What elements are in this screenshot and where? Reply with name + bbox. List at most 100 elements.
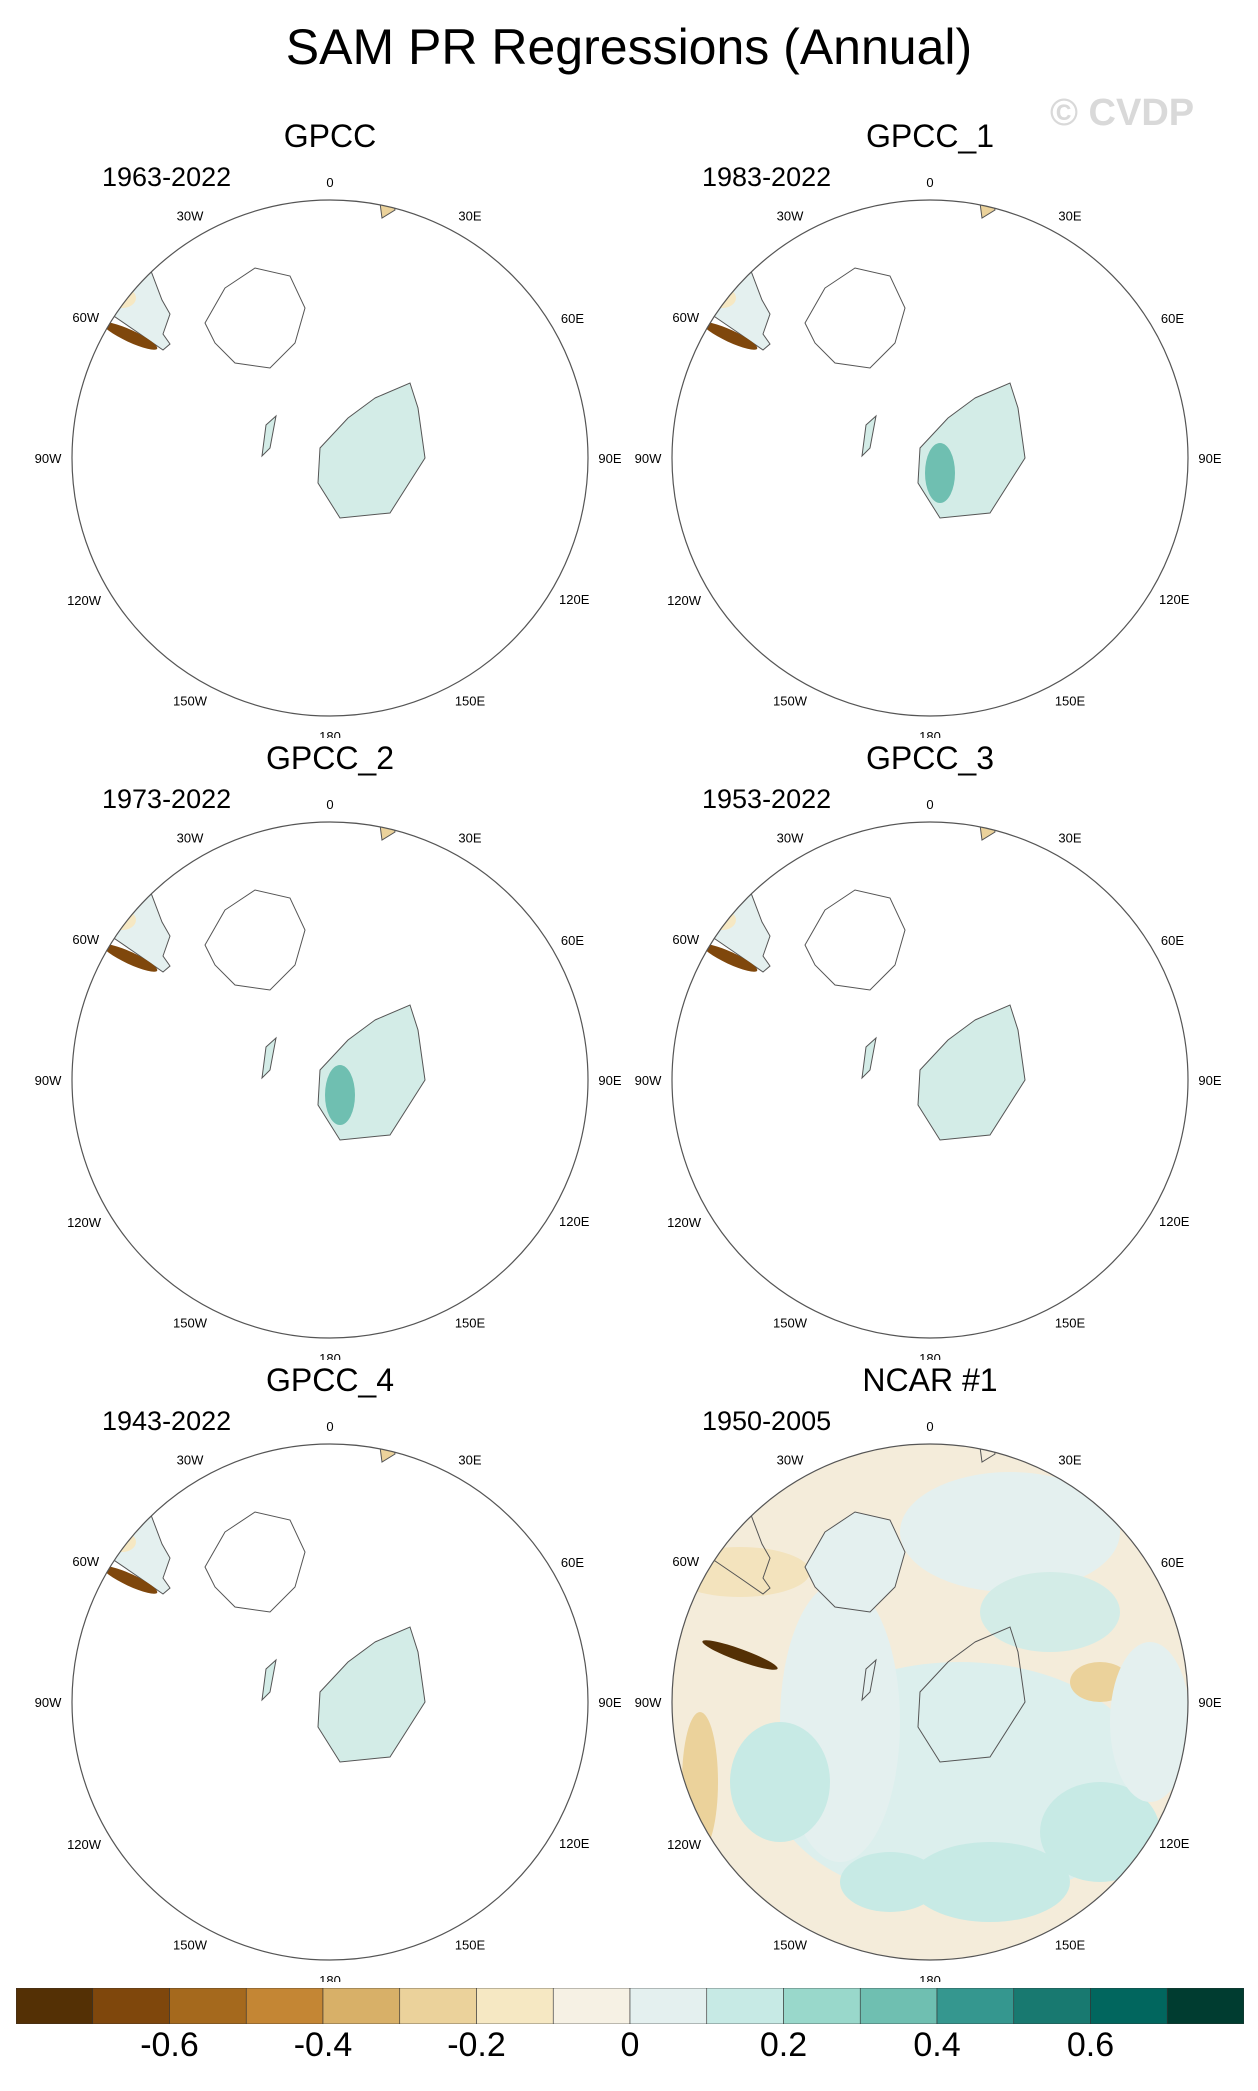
lon-label-n180: 180 <box>919 729 941 738</box>
colorbar-swatch <box>783 1988 861 2024</box>
lon-label-n120e: 120E <box>1159 592 1190 607</box>
lon-label-n150e: 150E <box>455 1937 486 1952</box>
lon-label-n120e: 120E <box>559 1836 590 1851</box>
lon-label-n150e: 150E <box>455 1315 486 1330</box>
lon-label-n180: 180 <box>319 1973 341 1982</box>
colorbar-swatch <box>399 1988 477 2024</box>
polar-map: 0 30E 60E 90E 120E 150E 180 150W 120W 90W 60W 30W <box>635 1419 1222 1982</box>
lon-label-n60e: 60E <box>1161 1555 1184 1570</box>
antarctica <box>204 1511 306 1613</box>
colorbar-swatch <box>629 1988 708 2024</box>
lon-label-n120w: 120W <box>67 1215 102 1230</box>
lon-label-n60e: 60E <box>561 311 584 326</box>
new-zealand <box>261 1658 277 1702</box>
lon-label-n90w: 90W <box>35 1073 62 1088</box>
regression-contour <box>102 1566 158 1594</box>
lon-label-n120e: 120E <box>559 592 590 607</box>
panel-title: GPCC_3 <box>865 740 995 776</box>
colorbar-tick-label: 0.6 <box>1066 2026 1115 2064</box>
colorbar-swatch <box>1090 1988 1168 2024</box>
lon-label-n30w: 30W <box>177 209 204 224</box>
polar-map: 0 30E 60E 90E 120E 150E 180 150W 120W 90W 60W 30W <box>635 175 1222 738</box>
lon-label-n0: 0 <box>326 175 333 190</box>
lon-label-n60w: 60W <box>672 310 699 325</box>
colorbar-swatch <box>1166 1988 1244 2024</box>
lon-label-n60e: 60E <box>561 1555 584 1570</box>
lon-label-n0: 0 <box>926 175 933 190</box>
colorbar-swatch <box>92 1988 170 2024</box>
lon-label-n90e: 90E <box>1198 1073 1221 1088</box>
panel-title: GPCC_4 <box>265 1362 395 1398</box>
lon-label-n150e: 150E <box>1055 1937 1086 1952</box>
lon-label-n150w: 150W <box>173 693 208 708</box>
lon-label-n0: 0 <box>326 797 333 812</box>
colorbar-swatch <box>1013 1988 1091 2024</box>
lon-label-n0: 0 <box>926 1419 933 1434</box>
colorbar-swatch <box>552 1988 631 2024</box>
colorbar-tick-label: 0 <box>620 2026 640 2064</box>
regression-contour <box>102 944 158 972</box>
regression-contour <box>325 1065 355 1125</box>
regression-contour <box>702 322 758 350</box>
lon-label-n120w: 120W <box>67 1837 102 1852</box>
panel-years: 1963-2022 <box>102 162 232 192</box>
lon-label-n90e: 90E <box>1198 1695 1221 1710</box>
lon-label-n0: 0 <box>326 1419 333 1434</box>
regression-contour <box>1040 1782 1160 1882</box>
lon-label-n180: 180 <box>319 729 341 738</box>
new-zealand <box>261 1036 277 1080</box>
map-panel-gpcc: GPCC 1963-2022 0 30E 60E 90E 120E 150E 180 150W… <box>30 118 630 738</box>
regression-contour <box>702 1640 778 1670</box>
colorbar-tick-label: 0.2 <box>759 2026 808 2064</box>
lon-label-n30e: 30E <box>458 1453 481 1468</box>
lon-label-n30e: 30E <box>458 209 481 224</box>
colorbar <box>16 1988 1244 2024</box>
regression-contour <box>910 1842 1070 1922</box>
lon-label-n30e: 30E <box>1058 209 1081 224</box>
polar-map: 0 30E 60E 90E 120E 150E 180 150W 120W 90W 60W 30W <box>35 797 622 1360</box>
lon-label-n90w: 90W <box>35 1695 62 1710</box>
map-panel-gpcc-1: GPCC_1 1983-2022 0 30E 60E 90E 120E 150E 180 15… <box>630 118 1230 738</box>
panel-title: GPCC <box>283 118 377 154</box>
australia <box>317 382 426 519</box>
lon-label-n150w: 150W <box>773 1937 808 1952</box>
map-panel-gpcc-3: GPCC_3 1953-2022 0 30E 60E 90E 120E 150E 180 15… <box>630 740 1230 1360</box>
lon-label-n30e: 30E <box>458 831 481 846</box>
regression-contour <box>980 1572 1120 1652</box>
lon-label-n30e: 30E <box>1058 831 1081 846</box>
australia <box>917 1626 1026 1763</box>
regression-contour <box>102 322 158 350</box>
regression-contour <box>925 443 955 503</box>
lon-label-n30w: 30W <box>777 831 804 846</box>
lon-label-n90w: 90W <box>635 1695 662 1710</box>
antarctica <box>804 1511 906 1613</box>
lon-label-n180: 180 <box>919 1973 941 1982</box>
panel-years: 1953-2022 <box>702 784 832 814</box>
map-panel-gpcc-2: GPCC_2 1973-2022 0 30E 60E 90E 120E 150E 180 15… <box>30 740 630 1360</box>
lon-label-n60w: 60W <box>672 1554 699 1569</box>
lon-label-n180: 180 <box>919 1351 941 1360</box>
lon-label-n60w: 60W <box>72 310 99 325</box>
lon-label-n0: 0 <box>926 797 933 812</box>
panel-title: NCAR #1 <box>862 1362 998 1398</box>
regression-contour <box>840 1852 940 1912</box>
lon-label-n30w: 30W <box>177 1453 204 1468</box>
lon-label-n90w: 90W <box>635 451 662 466</box>
map-panel-ncar-1: NCAR #1 1950-2005 0 30E 60E 90E 120E 150E 180 1… <box>630 1362 1230 1982</box>
panel-years: 1943-2022 <box>102 1406 232 1436</box>
lon-label-n60w: 60W <box>672 932 699 947</box>
colorbar-swatch <box>322 1988 401 2024</box>
lon-label-n150w: 150W <box>773 693 808 708</box>
lon-label-n90w: 90W <box>35 451 62 466</box>
regression-contour <box>1110 1642 1188 1802</box>
colorbar-swatch <box>16 1988 94 2024</box>
australia <box>317 1626 426 1763</box>
lon-label-n150w: 150W <box>773 1315 808 1330</box>
lon-label-n60w: 60W <box>72 1554 99 1569</box>
lon-label-n120e: 120E <box>559 1214 590 1229</box>
lon-label-n30w: 30W <box>777 209 804 224</box>
panel-title: GPCC_2 <box>265 740 395 776</box>
lon-label-n90e: 90E <box>1198 451 1221 466</box>
new-zealand <box>861 1658 877 1702</box>
antarctica <box>804 267 906 369</box>
